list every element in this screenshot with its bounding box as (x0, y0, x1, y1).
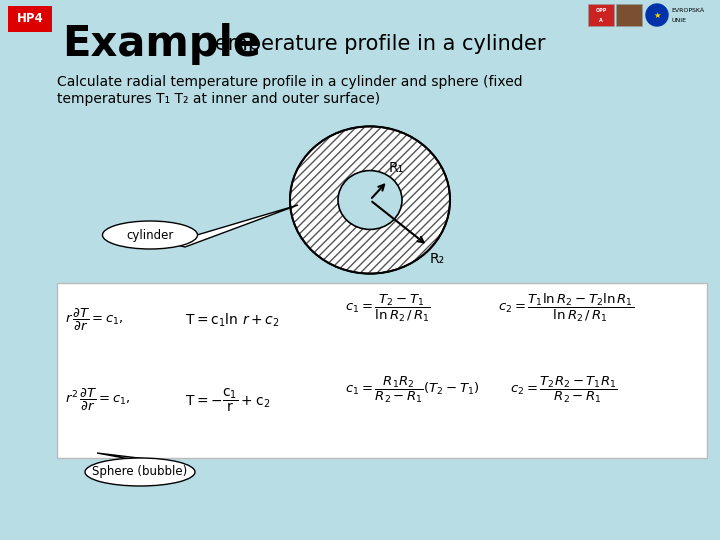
Text: UNIE: UNIE (671, 17, 686, 23)
Text: Calculate radial temperature profile in a cylinder and sphere (fixed: Calculate radial temperature profile in … (57, 75, 523, 89)
Text: $\mathrm{T{=}{-}\dfrac{c_1}{r} + c_2}$: $\mathrm{T{=}{-}\dfrac{c_1}{r} + c_2}$ (185, 386, 270, 414)
Text: A: A (599, 17, 603, 23)
Ellipse shape (338, 171, 402, 230)
Text: R₂: R₂ (429, 252, 444, 266)
Text: $r\,\dfrac{\partial T}{\partial r} = c_1,$: $r\,\dfrac{\partial T}{\partial r} = c_1… (65, 307, 124, 333)
Text: EVROPSKÁ: EVROPSKÁ (671, 9, 704, 14)
Ellipse shape (102, 221, 197, 249)
Text: $c_1 = \dfrac{R_1 R_2}{R_2 - R_1}(T_2 - T_1)$: $c_1 = \dfrac{R_1 R_2}{R_2 - R_1}(T_2 - … (345, 375, 480, 405)
Text: temperatures T₁ T₂ at inner and outer surface): temperatures T₁ T₂ at inner and outer su… (57, 92, 380, 106)
Polygon shape (97, 453, 155, 460)
Ellipse shape (290, 126, 450, 274)
Text: $c_2 = \dfrac{T_1\ln R_2 - T_2\ln R_1}{\ln R_2\,/\,R_1}$: $c_2 = \dfrac{T_1\ln R_2 - T_2\ln R_1}{\… (498, 292, 634, 324)
Circle shape (646, 4, 668, 26)
Text: OPP: OPP (595, 9, 607, 14)
Text: Example: Example (62, 23, 261, 65)
Text: cylinder: cylinder (126, 228, 174, 241)
Polygon shape (170, 205, 298, 247)
Text: ★: ★ (653, 10, 661, 19)
Text: $c_2 = \dfrac{T_2 R_2 - T_1 R_1}{R_2 - R_1}$: $c_2 = \dfrac{T_2 R_2 - T_1 R_1}{R_2 - R… (510, 375, 618, 405)
Text: Sphere (bubble): Sphere (bubble) (92, 465, 188, 478)
Text: temperature profile in a cylinder: temperature profile in a cylinder (200, 34, 546, 54)
Ellipse shape (85, 458, 195, 486)
Text: $r^2\,\dfrac{\partial T}{\partial r} = c_1,$: $r^2\,\dfrac{\partial T}{\partial r} = c… (65, 387, 131, 413)
Text: HP4: HP4 (17, 12, 43, 25)
Bar (57, 283, 707, 458)
Text: $c_1 = \dfrac{T_2 - T_1}{\ln R_2\,/\,R_1}$: $c_1 = \dfrac{T_2 - T_1}{\ln R_2\,/\,R_1… (345, 292, 431, 323)
Text: R₁: R₁ (389, 161, 404, 176)
Text: $\mathrm{T{=}c_1\ln\,}r + c_2$: $\mathrm{T{=}c_1\ln\,}r + c_2$ (185, 311, 279, 329)
Bar (588, 4, 614, 26)
Bar (616, 4, 642, 26)
Bar (8, 6, 52, 32)
